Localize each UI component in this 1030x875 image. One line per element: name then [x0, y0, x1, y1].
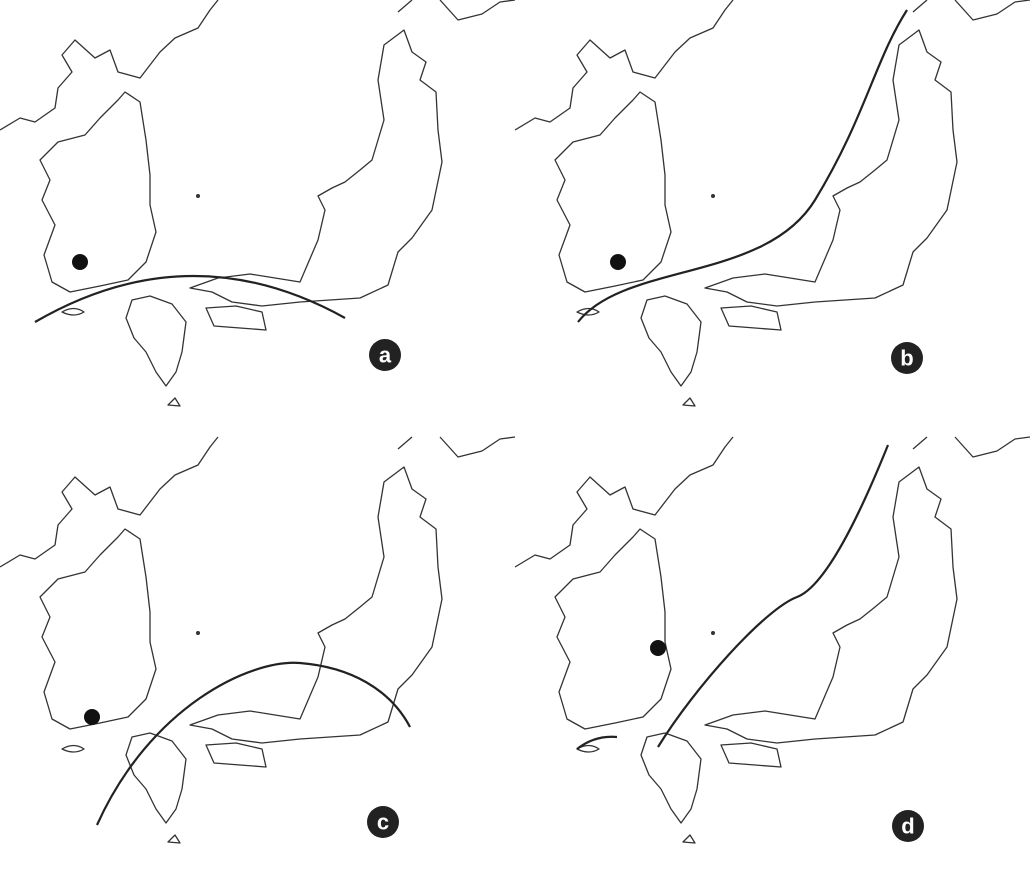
- panel-label: d: [901, 814, 914, 839]
- base-map: [515, 437, 1030, 843]
- location-dot: [610, 254, 626, 270]
- map-panel: d: [515, 437, 1030, 843]
- panel-label: b: [900, 346, 913, 371]
- location-dot: [72, 254, 88, 270]
- base-map: [0, 0, 515, 406]
- map-panel: a: [0, 0, 515, 406]
- panel-label: c: [377, 810, 389, 835]
- figure: a b c d: [0, 0, 1030, 875]
- route-curve: [35, 276, 345, 322]
- location-dot: [84, 709, 100, 725]
- location-dot: [650, 640, 666, 656]
- base-map: [0, 437, 515, 843]
- route-curve: [658, 445, 888, 747]
- route-curve: [97, 663, 410, 825]
- panel-label: a: [379, 343, 392, 368]
- page: abcd (() => { const data = JSON.parse(do…: [0, 0, 1030, 875]
- base-map: [515, 0, 1030, 406]
- map-panel: b: [515, 0, 1030, 406]
- map-panel: c: [0, 437, 515, 843]
